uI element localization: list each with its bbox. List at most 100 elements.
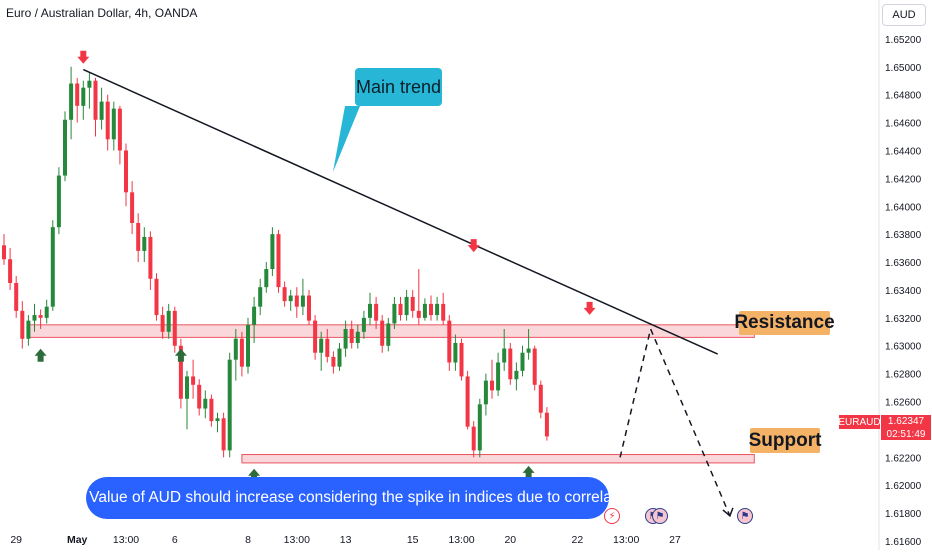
- candle-body: [343, 329, 348, 349]
- x-tick-label: 22: [572, 534, 584, 546]
- candle-body: [246, 324, 250, 367]
- x-tick-label: 13: [340, 534, 352, 546]
- candle-body: [313, 320, 318, 353]
- candle-body: [374, 303, 379, 321]
- candle-body: [398, 303, 403, 316]
- candle-body: [282, 287, 287, 302]
- current-price-tag: 1.62347: [881, 415, 931, 428]
- candle-body: [32, 315, 37, 321]
- candle-body: [429, 303, 433, 316]
- candle-body: [26, 320, 31, 339]
- down-arrow-icon: [583, 301, 596, 315]
- y-tick-label: 1.61800: [885, 509, 922, 520]
- candle-body: [185, 376, 189, 399]
- chart-title: Euro / Australian Dollar, 4h, OANDA: [6, 6, 198, 20]
- candle-body: [392, 303, 397, 324]
- candle-body: [526, 348, 531, 353]
- candle-body: [490, 380, 494, 391]
- candle-body: [215, 418, 220, 422]
- candle-body: [380, 320, 385, 346]
- projection-path: [619, 326, 731, 517]
- down-arrow-icon: [467, 239, 480, 253]
- candle-body: [508, 348, 513, 380]
- candle-body: [496, 362, 501, 391]
- candle-body: [136, 222, 141, 251]
- candle-body: [69, 83, 74, 120]
- candle-body: [459, 342, 464, 377]
- candle-body: [300, 295, 305, 307]
- candle-body: [288, 295, 293, 302]
- candle-body: [252, 306, 257, 325]
- candle-body: [154, 278, 159, 316]
- y-tick-label: 1.62800: [885, 370, 922, 381]
- candle-body: [325, 338, 330, 357]
- candle-body: [160, 315, 165, 332]
- candle-body: [386, 323, 391, 346]
- candle-body: [276, 234, 281, 288]
- candle-body: [404, 296, 409, 316]
- up-arrow-icon: [522, 465, 535, 479]
- lightning-icon[interactable]: ⚡: [604, 508, 620, 524]
- candle-body: [514, 370, 519, 380]
- candle-body: [270, 234, 275, 270]
- flag-icon[interactable]: ⚑: [652, 508, 668, 524]
- candle-body: [477, 404, 482, 451]
- candle-body: [258, 287, 263, 307]
- x-tick-label: 13:00: [613, 534, 639, 546]
- y-tick-label: 1.62200: [885, 453, 922, 464]
- resistance-label: Resistance: [734, 311, 835, 335]
- candle-body: [416, 310, 421, 318]
- candle-body: [93, 80, 98, 120]
- candle-body: [502, 348, 507, 363]
- y-tick-label: 1.64400: [885, 146, 922, 157]
- candle-body: [124, 150, 128, 193]
- candle-body: [337, 348, 342, 367]
- candle-body: [538, 384, 543, 413]
- down-arrow-icon: [77, 50, 90, 64]
- candle-body: [130, 192, 135, 223]
- candle-body: [544, 412, 549, 437]
- y-tick-label: 1.65000: [885, 63, 922, 74]
- candle-body: [56, 175, 61, 228]
- candle-body: [239, 338, 244, 367]
- x-tick-label: 8: [245, 534, 251, 546]
- candle-body: [148, 236, 153, 279]
- y-tick-label: 1.63400: [885, 286, 922, 297]
- y-tick-label: 1.63000: [885, 342, 922, 353]
- candle-body: [105, 101, 110, 140]
- candle-body: [203, 398, 208, 409]
- y-tick-label: 1.65200: [885, 35, 922, 46]
- x-tick-label: 15: [407, 534, 419, 546]
- candle-body: [307, 295, 311, 321]
- x-tick-label: May: [67, 534, 88, 546]
- candle-body: [465, 376, 470, 427]
- candle-body: [178, 345, 183, 399]
- candle-body: [142, 236, 147, 251]
- candle-body: [435, 303, 440, 316]
- candle-body: [349, 329, 354, 343]
- x-tick-label: 29: [10, 534, 22, 546]
- y-tick-label: 1.64600: [885, 119, 922, 130]
- analysis-note: The Value of AUD should increase conside…: [58, 477, 637, 519]
- up-arrow-icon: [174, 348, 187, 362]
- candle-body: [111, 108, 116, 140]
- currency-button[interactable]: AUD: [882, 4, 926, 26]
- candle-body: [117, 108, 122, 151]
- candle-body: [453, 342, 458, 363]
- x-tick-label: 13:00: [113, 534, 139, 546]
- y-tick-label: 1.61600: [885, 537, 922, 548]
- y-tick-label: 1.64200: [885, 174, 922, 185]
- candle-body: [172, 310, 177, 346]
- candle-body: [294, 295, 299, 307]
- candle-body: [410, 296, 415, 311]
- candle-body: [331, 356, 336, 367]
- candle-body: [422, 303, 427, 318]
- candle-body: [264, 269, 269, 288]
- projection-arrowhead: [722, 507, 734, 518]
- candle-body: [81, 87, 86, 106]
- symbol-tag: EURAUD: [838, 415, 881, 429]
- flag-icon[interactable]: ⚑: [737, 508, 753, 524]
- y-tick-label: 1.63600: [885, 258, 922, 269]
